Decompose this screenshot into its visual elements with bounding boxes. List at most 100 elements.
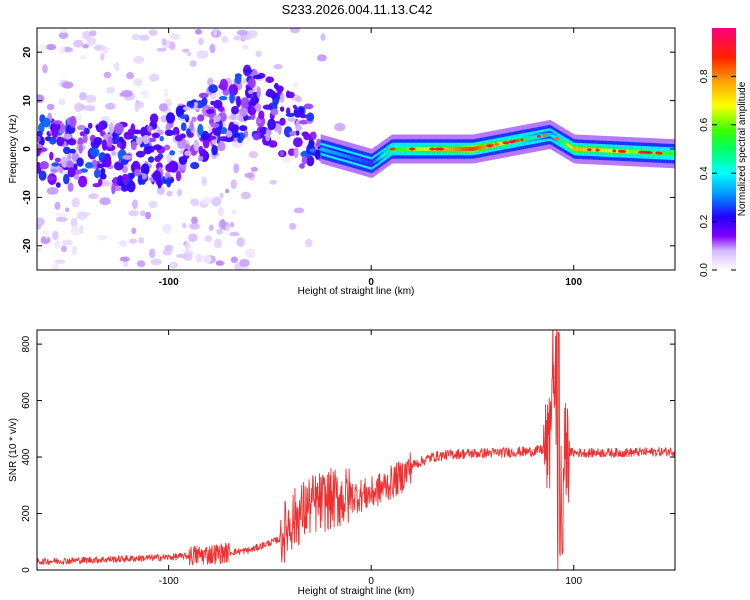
spectrogram-cell xyxy=(607,148,609,153)
spectrogram-cell xyxy=(566,142,568,147)
spectrogram-blob xyxy=(258,110,265,120)
spectrogram-blob xyxy=(84,162,94,169)
spectrogram-cell xyxy=(476,146,478,151)
spectrogram-blob xyxy=(252,133,261,141)
spectrogram-blob xyxy=(208,84,218,94)
spectrogram-cell xyxy=(385,151,387,156)
spectrogram-peak xyxy=(542,133,547,137)
spectrogram-blob xyxy=(51,263,59,270)
spectrogram-blob xyxy=(37,44,47,52)
spectrogram-cell xyxy=(443,147,445,151)
spectrogram-blob xyxy=(106,86,115,94)
spectrogram-blob xyxy=(70,226,82,236)
spectrogram-blob xyxy=(71,245,78,256)
spectrogram-blob xyxy=(67,167,76,178)
spectrogram-cell xyxy=(457,147,460,151)
spectrogram-blob xyxy=(78,175,88,188)
spectrogram-blob xyxy=(211,145,218,156)
spectrogram-cell xyxy=(449,147,451,151)
spectrogram-blob xyxy=(93,44,105,51)
spectrogram-cell xyxy=(549,132,551,137)
spectrogram-cell xyxy=(665,151,668,156)
spectrogram-blob xyxy=(148,156,155,163)
spectrogram-cell xyxy=(606,148,608,153)
spectrogram-blob xyxy=(239,259,250,267)
spectrogram-blob xyxy=(94,168,101,179)
spectrogram-cell xyxy=(615,149,618,153)
spectrogram-blob xyxy=(169,150,176,156)
spectrogram-blob xyxy=(186,100,193,108)
spectrogram-cell xyxy=(653,150,656,155)
spectrogram-blob xyxy=(89,147,100,158)
spectrogram-cell xyxy=(478,145,481,150)
spectrogram-cell xyxy=(609,148,612,153)
spectrogram-blob xyxy=(83,127,90,135)
spectrogram-blob xyxy=(215,260,224,266)
spectrogram-cell xyxy=(374,159,376,164)
spectrogram-blob xyxy=(188,233,198,242)
spectrogram-cell xyxy=(567,143,569,148)
spectrogram-blob xyxy=(60,28,68,33)
spectrogram-cell xyxy=(380,155,382,160)
spectrogram-cell xyxy=(423,147,426,151)
spectrogram-blob xyxy=(247,29,258,39)
spectrogram-blob xyxy=(96,234,108,241)
spectrogram-blob xyxy=(134,168,141,177)
spectrogram-blob xyxy=(201,176,207,186)
spectrogram-blob xyxy=(56,136,65,147)
spectrogram-cell xyxy=(448,147,450,151)
spectrogram-cell xyxy=(625,149,628,154)
spectrogram-blob xyxy=(71,197,80,208)
spectrogram-cell xyxy=(547,132,550,137)
spectrogram-blob xyxy=(180,122,187,132)
spectrogram-cell xyxy=(479,145,482,150)
spectrogram-blob xyxy=(269,179,277,185)
spectrogram-cell xyxy=(337,151,340,156)
spectrogram-cell xyxy=(358,157,360,162)
spectrogram-blob xyxy=(128,238,138,244)
spectrogram-peak xyxy=(516,138,520,142)
spectrogram-blob xyxy=(57,48,66,55)
spectrogram-cell xyxy=(500,141,502,146)
spectrogram-cell xyxy=(579,147,581,152)
spectrogram-blob xyxy=(267,118,276,131)
spectrogram-blob xyxy=(308,138,315,149)
spectrogram-blob xyxy=(122,260,129,268)
spectrogram-blob xyxy=(140,163,150,176)
spectrogram-cell xyxy=(444,147,447,151)
spectrogram-peak xyxy=(462,147,469,151)
spectrogram-blob xyxy=(190,198,200,207)
spectrogram-cell xyxy=(562,140,564,145)
spectrogram-blob xyxy=(76,157,84,167)
spectrogram-blob xyxy=(96,163,105,168)
spectrogram-blob xyxy=(207,77,214,87)
spectrogram-blob xyxy=(135,137,143,145)
spectrogram-cell xyxy=(408,147,410,151)
spectrogram-blob xyxy=(231,105,239,115)
spectrogram-cell xyxy=(340,152,342,157)
spectrogram-blob xyxy=(252,74,263,80)
spectrogram-cell xyxy=(601,148,603,153)
spectrogram-blob xyxy=(197,114,205,122)
spectrogram-cell xyxy=(573,146,575,151)
spectrogram-blob xyxy=(189,60,197,67)
spectrogram-blob xyxy=(69,148,76,154)
spectrogram-blob xyxy=(299,163,305,169)
spectrogram-blob xyxy=(120,159,129,166)
spectrogram-blob xyxy=(128,210,139,217)
spectrogram-cell xyxy=(530,136,533,140)
spectrogram-blob xyxy=(211,196,222,207)
spectrogram-cell xyxy=(453,147,455,151)
spectrogram-cell xyxy=(342,153,344,158)
spectrogram-blob xyxy=(273,63,283,70)
spectrogram-blob xyxy=(303,103,314,110)
colorbar-tick-label: 0.6 xyxy=(699,117,710,131)
spectrogram-blob xyxy=(80,55,87,60)
spectrogram-cell xyxy=(338,152,341,157)
spectrogram-blob xyxy=(196,50,209,59)
spectrogram-blob xyxy=(148,137,157,142)
spectrogram-cell xyxy=(561,139,563,144)
spectrogram-blob xyxy=(63,173,70,185)
spectrogram-blob xyxy=(100,53,105,61)
spectrogram-blob xyxy=(73,169,83,175)
